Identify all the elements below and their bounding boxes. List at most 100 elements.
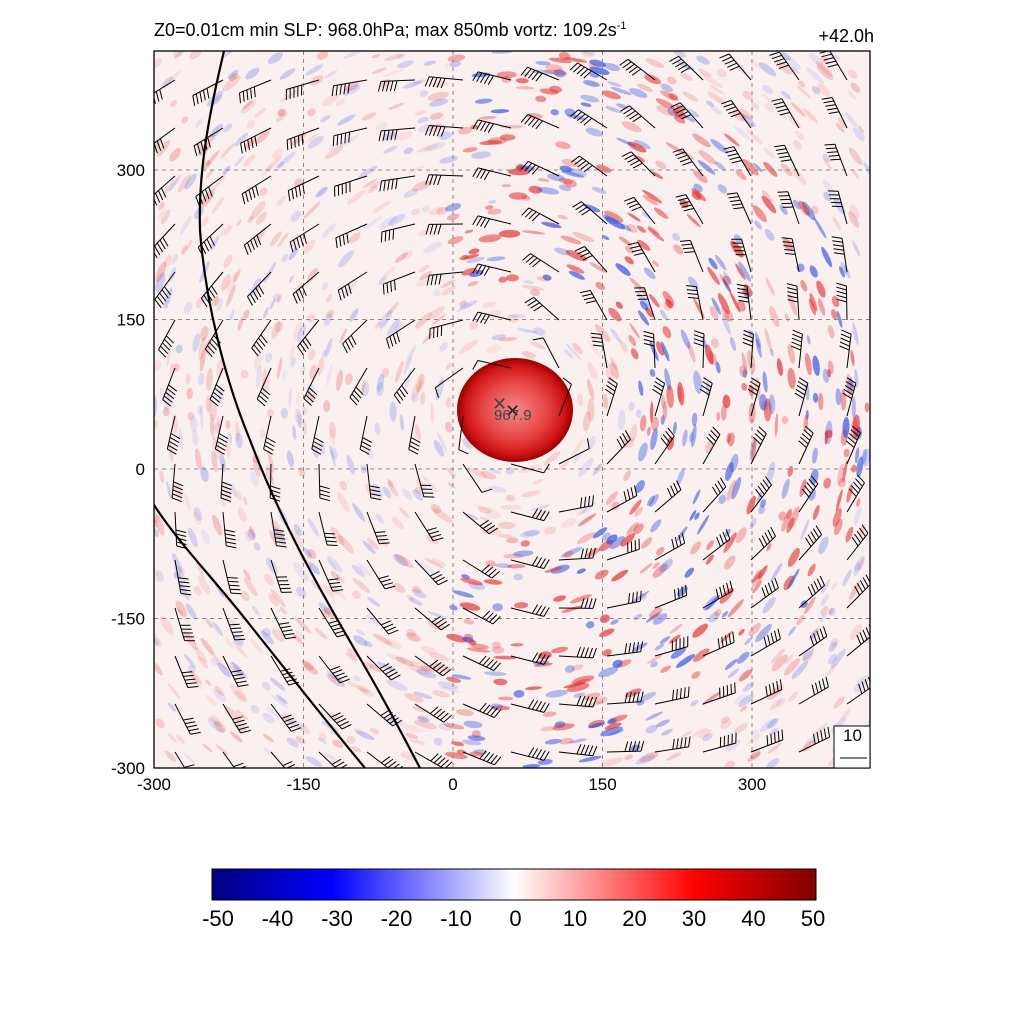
wind-barb [240,127,272,154]
vorticity-speckle [374,321,381,330]
vorticity-speckle [642,189,663,204]
vorticity-speckle [827,324,835,339]
vorticity-speckle [752,580,763,594]
vorticity-speckle [571,438,584,459]
vorticity-speckle [418,230,428,237]
vorticity-speckle [458,126,473,135]
vorticity-speckle [665,299,673,309]
wind-barb [522,253,560,273]
vorticity-speckle [660,83,674,93]
vorticity-speckle [327,559,337,570]
vorticity-speckle [401,250,413,260]
wind-barb [747,377,761,417]
vorticity-speckle [237,316,244,332]
vorticity-speckle [266,707,281,719]
vorticity-speckle [415,311,433,329]
contour-lines [154,51,421,768]
vorticity-speckle [618,236,632,246]
vorticity-speckle [375,122,388,132]
vorticity-speckle [314,627,328,640]
wind-barb [633,287,656,321]
vorticity-speckle [827,369,831,378]
vorticity-speckle [637,310,650,326]
wind-barb [270,511,287,548]
vorticity-speckle [800,519,810,541]
vorticity-speckle [693,370,702,394]
vorticity-speckle [749,750,762,760]
vorticity-speckle [250,470,259,488]
vorticity-speckle [844,111,858,128]
vorticity-speckle [201,529,210,545]
vorticity-field [154,51,870,768]
colorbar-tick-label: -30 [321,906,353,931]
wind-barb [297,319,320,356]
vorticity-speckle [610,328,622,343]
vorticity-speckle [818,536,829,555]
vorticity-speckle [198,337,206,361]
vorticity-speckle [577,513,596,527]
wind-barb [174,607,196,642]
vorticity-speckle [652,563,668,578]
colorbar-tick-label: -40 [262,906,294,931]
wind-barb [256,367,272,407]
vorticity-speckle [602,649,612,657]
vorticity-speckle [212,295,220,307]
vorticity-speckle [430,403,434,424]
vorticity-speckle [471,151,492,159]
vorticity-speckle [189,674,203,689]
vorticity-speckle [467,735,486,741]
vorticity-speckle [362,178,378,189]
wind-barb [702,580,733,609]
vorticity-speckle [205,617,213,629]
vorticity-speckle [240,99,256,114]
vorticity-speckle [279,89,299,104]
vorticity-speckle [240,590,250,602]
vorticity-speckle [176,734,185,744]
wind-barb [366,511,390,545]
vorticity-speckle [632,642,648,652]
vorticity-speckle [735,169,747,181]
vorticity-speckle [851,169,860,180]
vorticity-speckle [571,675,595,685]
vorticity-speckle [545,689,568,698]
vorticity-speckle [337,114,356,126]
vorticity-speckle [529,341,547,350]
wind-barb [251,319,272,357]
vorticity-speckle [183,301,193,314]
vorticity-speckle [747,752,761,762]
wind-barb [777,191,800,225]
storm-center: ✕ ✕ 967.9 [492,394,532,424]
vorticity-speckle [469,751,484,757]
vorticity-speckle [342,280,357,300]
vorticity-speckle [607,718,617,725]
vorticity-speckle [199,349,206,372]
vorticity-speckle [532,478,544,485]
wind-barb [472,360,512,370]
vorticity-speckle [162,179,175,198]
wind-barb [379,175,416,192]
vorticity-speckle [587,340,601,358]
vorticity-speckle [739,108,753,120]
vorticity-speckle [421,205,431,213]
wind-barb [693,330,705,369]
vorticity-speckle [297,723,311,734]
vorticity-speckle [672,421,677,435]
vorticity-speckle [403,356,412,376]
vorticity-speckle [378,276,387,285]
vorticity-speckle [707,91,727,106]
vorticity-speckle [362,540,376,555]
vorticity-speckle [803,596,816,615]
vorticity-speckle [164,750,177,763]
vorticity-speckle [803,651,814,663]
vorticity-speckle [753,162,763,173]
vorticity-speckle [170,99,177,108]
vorticity-speckle [465,513,479,521]
vorticity-speckle [164,287,173,310]
wind-barb [520,160,560,177]
vorticity-speckle [228,72,239,82]
vorticity-speckle [709,84,725,95]
vorticity-speckle [185,373,191,385]
vorticity-speckle [826,662,838,677]
vorticity-speckle [215,744,229,756]
vorticity-speckle [192,333,201,352]
